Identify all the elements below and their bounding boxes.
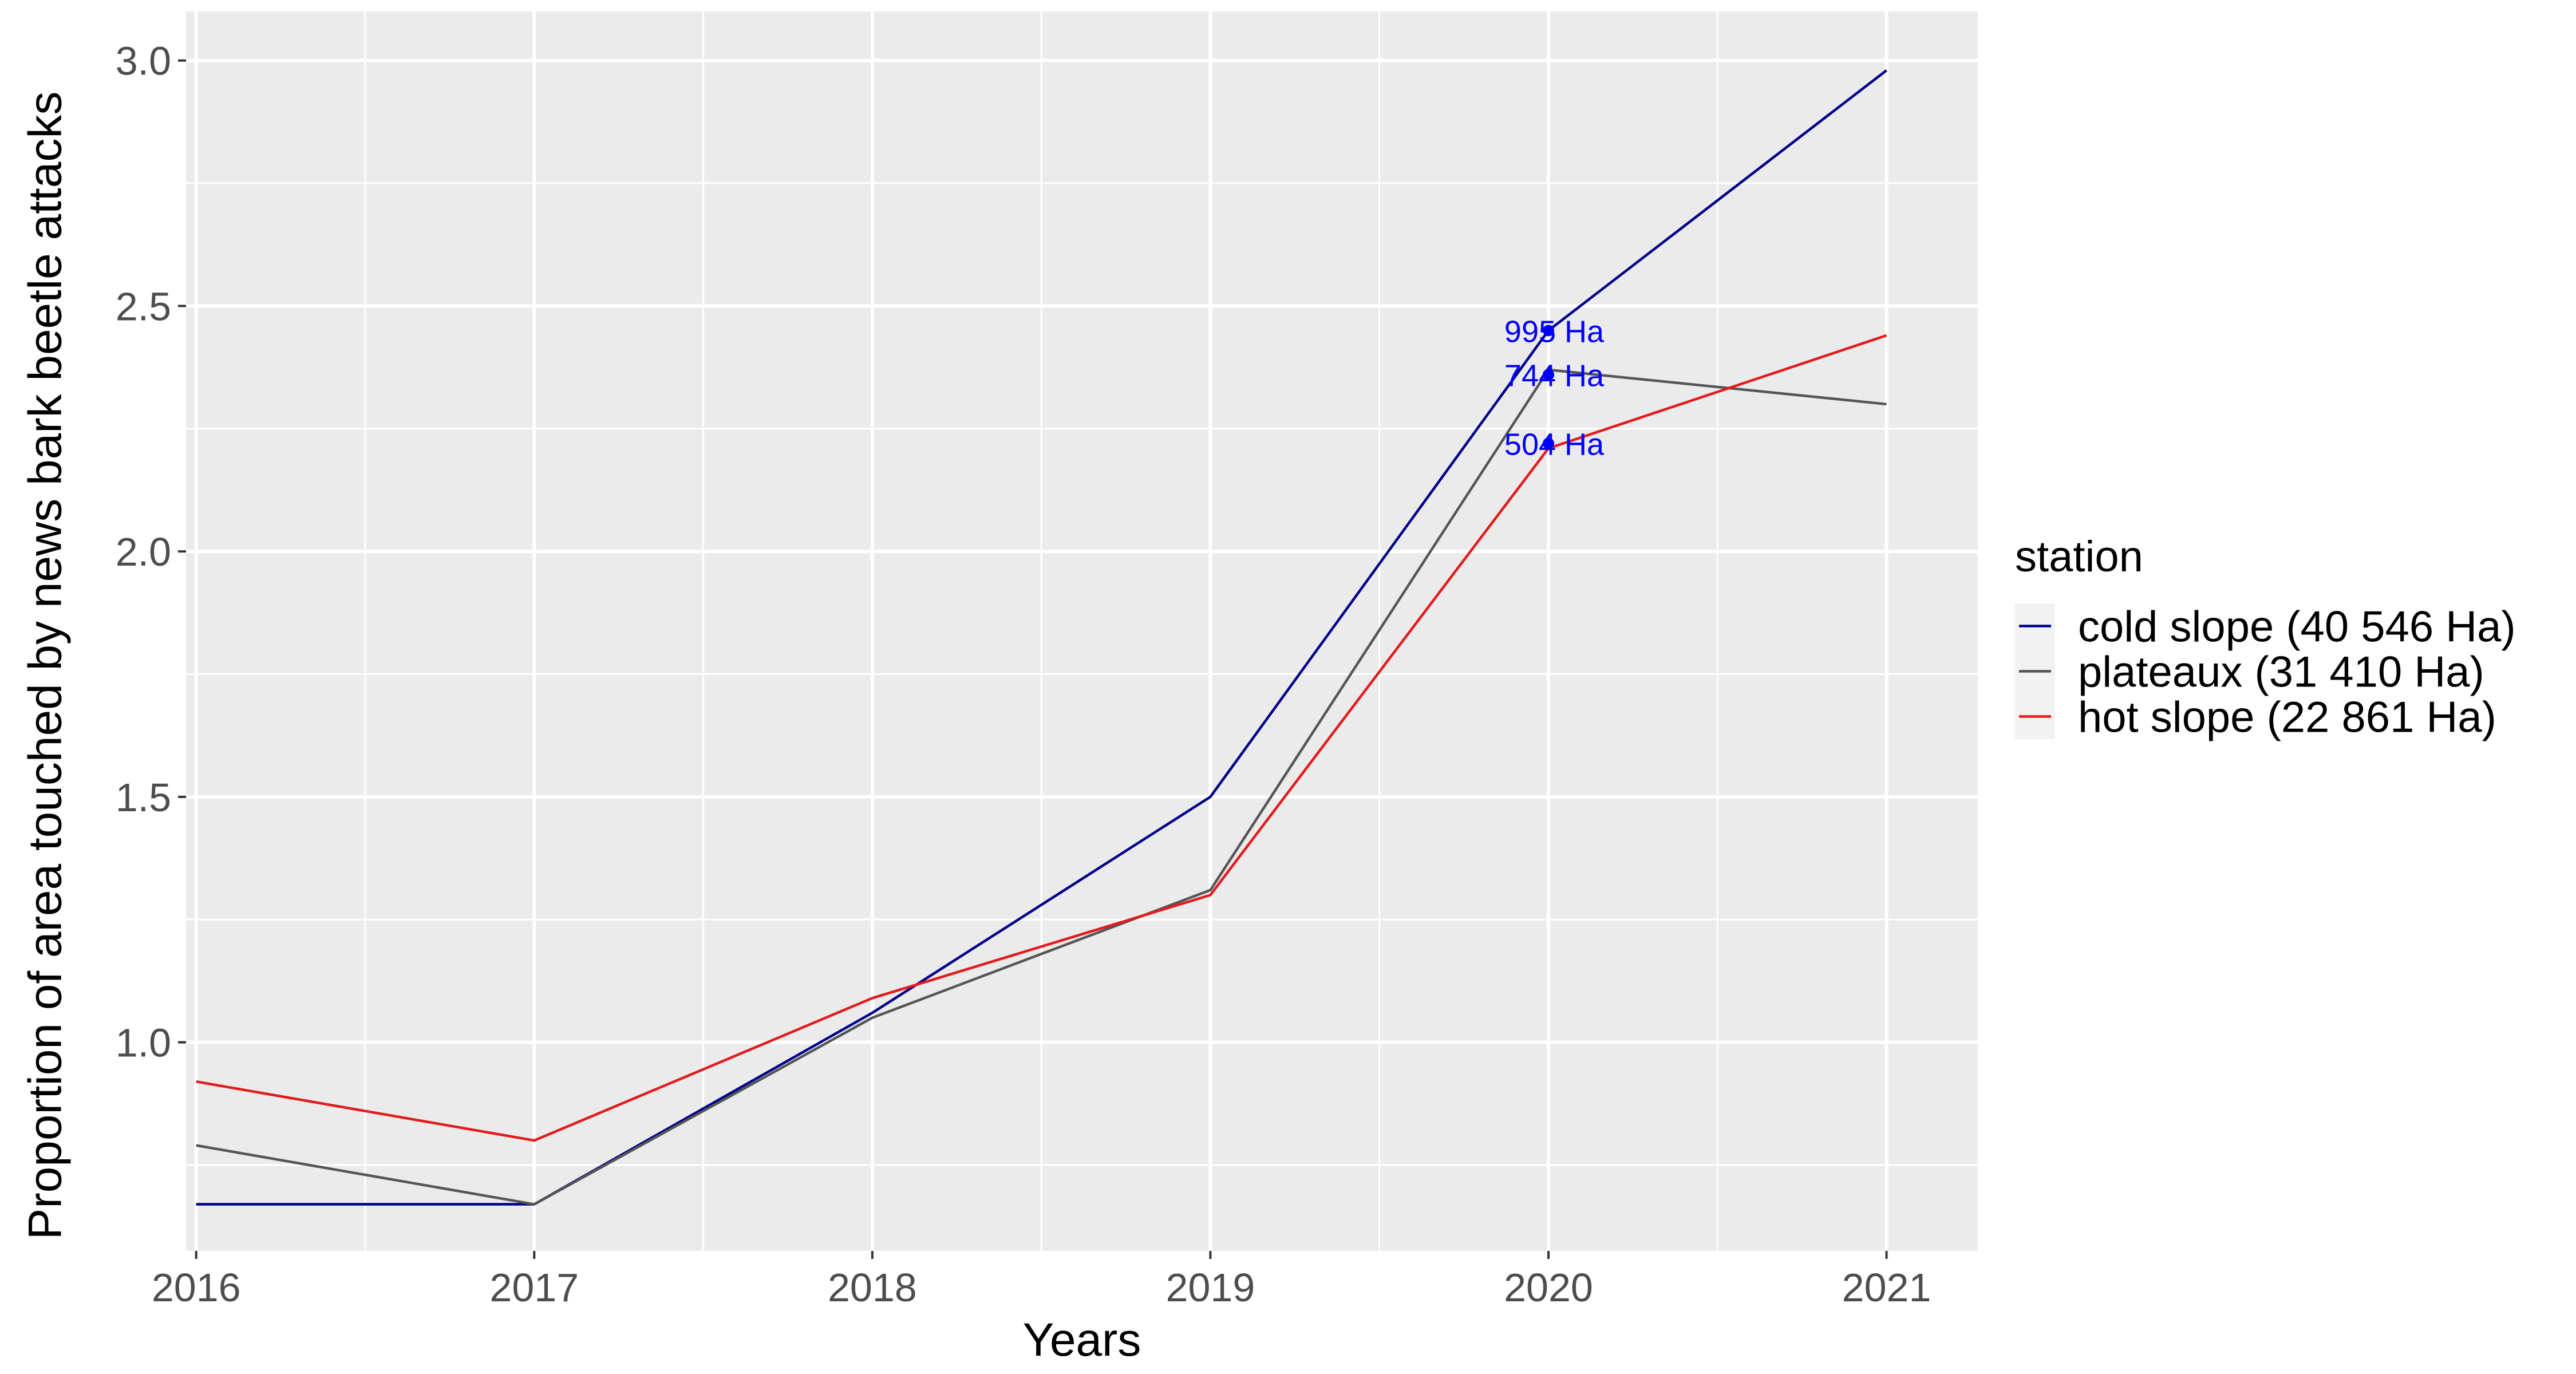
series-layer [196, 69, 1887, 1206]
y-tick-label: 2.5 [116, 284, 171, 329]
annotation-layer: 995 Ha 744 Ha 504 Ha [1504, 314, 1605, 461]
y-tick-label: 2.0 [116, 530, 171, 574]
y-tick-label: 1.5 [116, 775, 171, 820]
annotation-point [1542, 325, 1554, 337]
annotation-label: 504 Ha [1504, 428, 1605, 462]
annotation-label: 744 Ha [1504, 358, 1605, 393]
legend-label: cold slope (40 546 Ha) [2078, 603, 2516, 652]
legend-title: station [2015, 532, 2143, 581]
grid-major [186, 11, 1978, 1251]
y-tick-label: 3.0 [116, 39, 171, 84]
y-tick-label: 1.0 [116, 1021, 171, 1065]
y-axis-title: Proportion of area touched by news bark … [19, 92, 72, 1240]
x-tick-label: 2018 [828, 1265, 917, 1310]
axes-layer: 1.0 1.5 2.0 2.5 3.0 2016 2017 2018 2019 2020 2021 [116, 39, 1931, 1310]
legend-label: plateaux (31 410 Ha) [2078, 648, 2484, 697]
annotation-point [1542, 437, 1554, 449]
series-line [196, 334, 1887, 1142]
x-axis-title: Years [1023, 1314, 1141, 1366]
series-line [196, 368, 1887, 1206]
x-tick-label: 2020 [1504, 1265, 1593, 1310]
x-tick-label: 2017 [489, 1265, 579, 1310]
series-line [196, 69, 1887, 1206]
x-tick-label: 2019 [1166, 1265, 1255, 1310]
x-tick-label: 2021 [1842, 1265, 1931, 1310]
annotation-point [1542, 369, 1554, 381]
x-tick-label: 2016 [152, 1265, 241, 1310]
legend-label: hot slope (22 861 Ha) [2078, 693, 2496, 742]
annotation-label: 995 Ha [1504, 314, 1605, 349]
plot-panel [186, 11, 1978, 1251]
legend: station cold slope (40 546 Ha)plateaux (… [2015, 532, 2516, 742]
